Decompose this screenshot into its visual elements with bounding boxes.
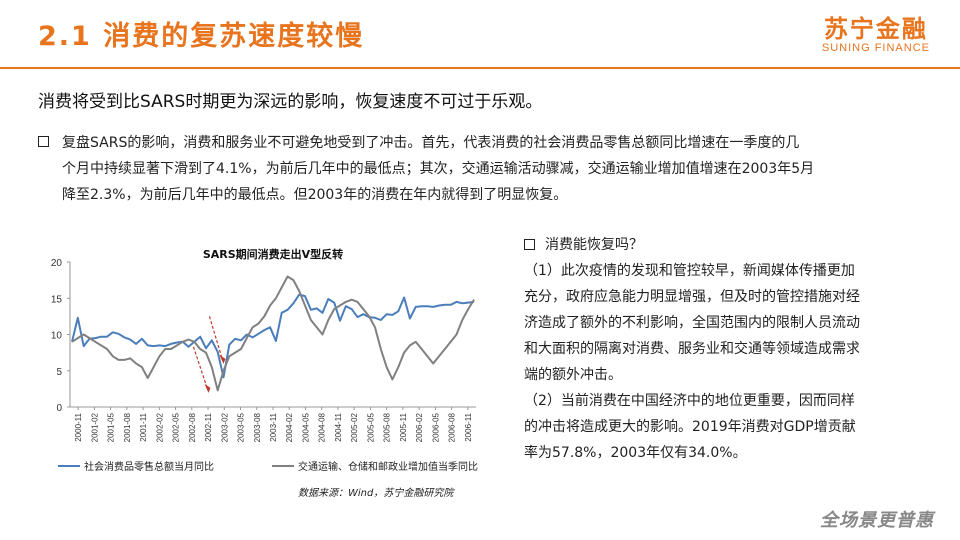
paragraph-line: 降至2.3%，为前后几年中的最低点。但2003年的消费在年内就得到了明显恢复。 <box>62 187 568 203</box>
y-tick-label: 15 <box>51 294 63 305</box>
logo-text-cn: 苏宁金融 <box>823 15 928 43</box>
logo-text-en: SUNING FINANCE <box>821 42 930 54</box>
series-transport-line <box>71 275 475 392</box>
x-tick-label: 2005-05 <box>366 412 375 442</box>
annotation-arrow-shaft <box>192 346 209 390</box>
x-tick-label: 2002-11 <box>204 412 213 441</box>
section-line: （1）此次疫情的发现和管控较早，新闻媒体传播更加 <box>524 263 855 279</box>
section-line: 和大面积的隔离对消费、服务业和交通等领域造成需求 <box>524 341 860 357</box>
intro-paragraph: 复盘SARS的影响，消费和服务业不可避免地受到了冲击。首先，代表消费的社会消费品… <box>38 130 928 208</box>
paragraph-line: 复盘SARS的影响，消费和服务业不可避免地受到了冲击。首先，代表消费的社会消费品… <box>62 135 800 151</box>
y-tick-label: 0 <box>56 403 62 414</box>
legend-label-transport: 交通运输、仓储和邮政业增加值当季同比 <box>298 460 478 473</box>
x-tick-label: 2004-02 <box>285 412 294 442</box>
x-tick-label: 2004-11 <box>334 412 343 441</box>
footer-slogan: 全场景更普惠 <box>820 510 934 531</box>
x-tick-label: 2005-11 <box>399 412 408 441</box>
x-tick-label: 2006-08 <box>448 412 457 442</box>
section-line: 端的额外冲击。 <box>524 367 622 383</box>
line-chart: SARS期间消费走出V型反转 0 5 10 15 20 2000-11 2001-02 2001… <box>26 238 496 508</box>
section-line: 率为57.8%，2003年仅有34.0%。 <box>524 445 747 461</box>
chart-canvas: SARS期间消费走出V型反转 0 5 10 15 20 2000-11 2001-02 2001… <box>51 247 478 499</box>
x-tick-label: 2001-08 <box>123 412 132 442</box>
x-tick-label: 2003-02 <box>220 412 229 442</box>
recovery-section: 消费能恢复吗？ （1）此次疫情的发现和管控较早，新闻媒体传播更加 充分，政府应急… <box>524 232 924 466</box>
square-bullet-icon <box>38 136 49 147</box>
x-tick-label: 2002-05 <box>172 412 181 442</box>
x-tick-label: 2006-11 <box>464 412 473 441</box>
x-tick-label: 2004-08 <box>318 412 327 442</box>
x-tick-label: 2005-02 <box>350 412 359 442</box>
x-tick-label: 2006-02 <box>415 412 424 442</box>
chart-title: SARS期间消费走出V型反转 <box>203 247 343 261</box>
brand-logo: 苏宁金融 SUNING FINANCE <box>822 16 930 55</box>
section-line: 的冲击将造成更大的影响。2019年消费对GDP增贡献 <box>524 419 856 435</box>
annotation-arrow-head <box>204 383 211 393</box>
x-tick-label: 2001-11 <box>139 412 148 441</box>
x-tick-label: 2000-11 <box>74 412 83 441</box>
annotation-arrow-head <box>219 354 226 364</box>
section-heading-text: 消费能恢复吗？ <box>545 237 643 253</box>
x-tick-label: 2004-05 <box>301 412 310 442</box>
section-line: 济造成了额外的不利影响，全国范围内的限制人员流动 <box>524 315 860 331</box>
y-tick-label: 20 <box>51 258 63 269</box>
legend-label-retail: 社会消费品零售总额当月同比 <box>84 460 214 473</box>
x-tick-label: 2002-02 <box>155 412 164 442</box>
section-line: （2）当前消费在中国经济中的地位更重要，因而同样 <box>524 393 855 409</box>
x-tick-label: 2003-08 <box>253 412 262 442</box>
x-tick-label: 2001-05 <box>107 412 116 442</box>
page-title: 2.1 消费的复苏速度较慢 <box>38 21 365 52</box>
series-retail-sales-line <box>71 293 475 379</box>
paragraph-line: 个月中持续显著下滑到了4.1%，为前后几年中的最低点；其次，交通运输活动骤减，交… <box>62 161 815 177</box>
x-tick-label: 2006-05 <box>431 412 440 442</box>
x-tick-label: 2003-05 <box>237 412 246 442</box>
square-bullet-icon <box>524 239 535 250</box>
chart-source-note: 数据来源：Wind，苏宁金融研究院 <box>298 487 455 499</box>
y-tick-label: 5 <box>56 367 62 378</box>
x-tick-label: 2002-08 <box>188 412 197 442</box>
annotation-arrow-shaft <box>208 316 224 361</box>
y-tick-label: 10 <box>51 331 63 342</box>
header-divider <box>0 67 960 69</box>
x-tick-label: 2003-11 <box>269 412 278 441</box>
x-tick-label: 2001-02 <box>90 412 99 442</box>
section-line: 充分，政府应急能力明显增强，但及时的管控措施对经 <box>524 289 860 305</box>
slide-subtitle: 消费将受到比SARS时期更为深远的影响，恢复速度不可过于乐观。 <box>38 92 543 112</box>
section-heading: 消费能恢复吗？ <box>524 232 924 258</box>
x-tick-label: 2005-08 <box>383 412 392 442</box>
